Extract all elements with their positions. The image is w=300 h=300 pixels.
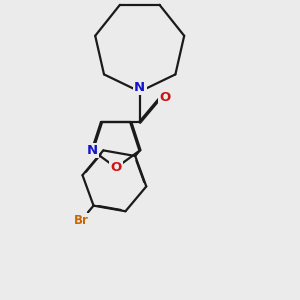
Text: O: O [110, 161, 122, 174]
Text: Br: Br [74, 214, 89, 227]
Text: N: N [134, 81, 145, 94]
Text: N: N [87, 144, 98, 157]
Text: O: O [159, 91, 171, 104]
